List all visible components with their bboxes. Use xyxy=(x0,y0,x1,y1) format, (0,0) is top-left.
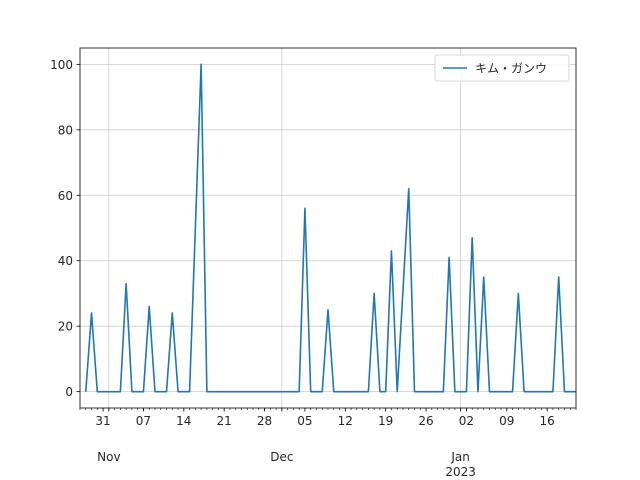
legend: キム・ガンウ xyxy=(434,54,570,82)
series-layer xyxy=(84,63,576,393)
x-month-label: Nov xyxy=(97,450,120,464)
series-line xyxy=(84,63,576,393)
x-tick-label: 02 xyxy=(459,414,474,428)
axes: 0 20 40 60 80 100 31 07 14 21 28 05 12 19 26 02 09 16 Nov D… xyxy=(50,58,577,479)
x-tick-label: 28 xyxy=(257,414,272,428)
x-tick-label: 14 xyxy=(176,414,191,428)
x-tick-label: 12 xyxy=(338,414,353,428)
x-tick-label: 09 xyxy=(499,414,514,428)
x-month-label: Jan xyxy=(450,450,470,464)
x-tick-label: 19 xyxy=(378,414,393,428)
y-tick-label: 80 xyxy=(58,123,73,137)
x-tick-label: 26 xyxy=(418,414,433,428)
y-tick-label: 0 xyxy=(65,385,73,399)
y-tick-label: 100 xyxy=(50,58,73,72)
legend-box xyxy=(434,54,570,82)
legend-label: キム・ガンウ xyxy=(475,62,547,76)
x-tick-label: 16 xyxy=(540,414,555,428)
x-month-label: Dec xyxy=(270,450,293,464)
x-tick-label: 05 xyxy=(297,414,312,428)
x-tick-label: 31 xyxy=(95,414,110,428)
y-tick-label: 40 xyxy=(58,254,73,268)
x-tick-label: 21 xyxy=(217,414,232,428)
y-tick-label: 20 xyxy=(58,320,73,334)
x-tick-label: 07 xyxy=(136,414,151,428)
y-tick-label: 60 xyxy=(58,189,73,203)
x-month-label: 2023 xyxy=(445,465,476,479)
